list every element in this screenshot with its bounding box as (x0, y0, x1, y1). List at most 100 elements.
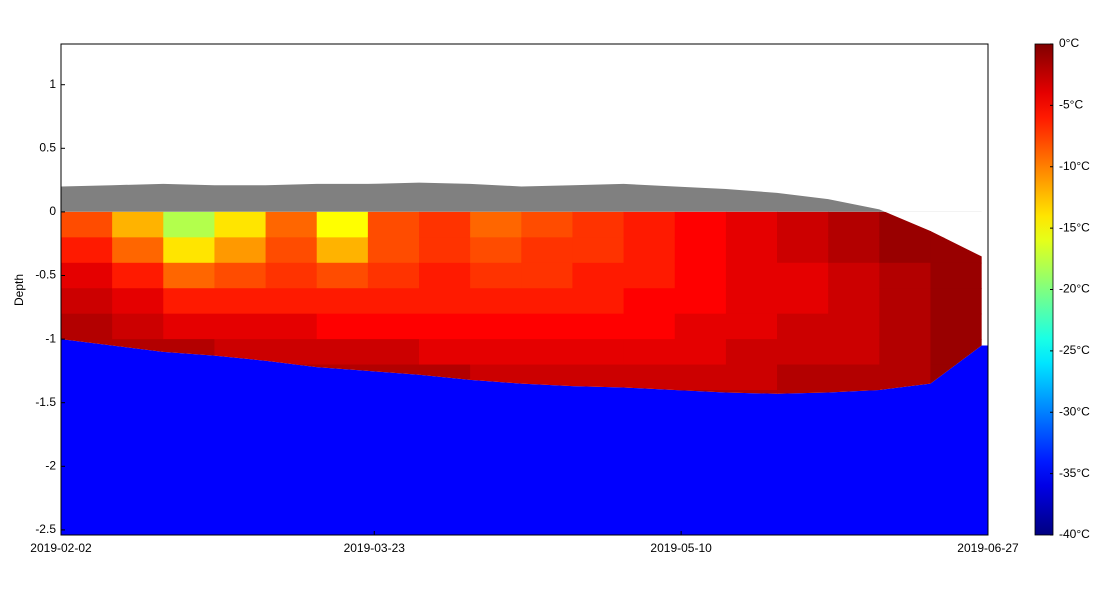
heat-cell (930, 211, 982, 238)
heat-cell (572, 262, 625, 289)
heat-cell (623, 339, 676, 366)
heat-cell (521, 211, 574, 238)
heat-cell (572, 364, 625, 391)
heat-cell (470, 288, 522, 315)
heat-cell (725, 288, 778, 315)
heat-cell (725, 389, 778, 394)
heat-cell (61, 313, 113, 340)
heat-cell (419, 237, 471, 264)
heat-cell (674, 339, 727, 366)
heat-cell (623, 262, 676, 289)
heat-cell (879, 211, 932, 238)
heat-cell (265, 288, 318, 315)
x-tick-label: 2019-02-02 (30, 541, 92, 555)
colorbar-tick-label: -25°C (1059, 343, 1090, 357)
heat-cell (623, 211, 676, 238)
x-tick-label: 2019-06-27 (957, 541, 1019, 555)
heat-cell (367, 288, 420, 315)
heat-cell (214, 313, 267, 340)
heat-cell (572, 313, 625, 340)
colorbar-tick-label: -5°C (1059, 98, 1083, 112)
heat-cell (879, 237, 932, 264)
heat-cell (265, 211, 318, 238)
heat-cell (419, 313, 471, 340)
colorbar-tick-label: -20°C (1059, 282, 1090, 296)
heat-cell (214, 211, 267, 238)
heat-cell (725, 211, 778, 238)
heat-cell (674, 211, 727, 238)
heat-cell (674, 364, 727, 391)
colorbar-tick-label: -30°C (1059, 404, 1090, 418)
heat-cell (828, 313, 880, 340)
y-tick-label: -1.5 (35, 395, 56, 409)
heat-cell (214, 237, 267, 264)
heat-cell (674, 237, 727, 264)
heat-cell (828, 364, 880, 391)
plot-frame (60, 43, 989, 536)
heat-cell (112, 288, 164, 315)
y-tick-label: 0 (49, 204, 56, 218)
colorbar-tick-label: -35°C (1059, 466, 1090, 480)
heat-cell (316, 288, 369, 315)
heat-cell (930, 262, 982, 289)
heat-cell (777, 262, 829, 289)
heat-cell (265, 313, 318, 340)
heat-cell (828, 288, 880, 315)
y-tick-label: -2 (45, 458, 56, 472)
heat-cell (623, 313, 676, 340)
heat-cell (777, 288, 829, 315)
heat-cell (521, 313, 574, 340)
heat-cell (214, 288, 267, 315)
heat-cell (879, 313, 932, 340)
heat-cell (623, 237, 676, 264)
heat-cell (470, 339, 522, 366)
heat-cell (112, 211, 164, 238)
y-axis-label: Depth (12, 274, 26, 306)
y-tick-label: -1 (45, 331, 56, 345)
heat-cell (61, 288, 113, 315)
heat-cell (725, 237, 778, 264)
heat-cell (367, 313, 420, 340)
heat-cell (61, 237, 113, 264)
heat-cell (419, 288, 471, 315)
heat-cell (367, 211, 420, 238)
colorbar-tick-label: -10°C (1059, 159, 1090, 173)
heat-cell (828, 262, 880, 289)
heat-cell (777, 211, 829, 238)
heat-cell (316, 313, 369, 340)
heat-cell (828, 237, 880, 264)
heat-cell (521, 288, 574, 315)
snow-area (61, 182, 886, 212)
colorbar-tick-label: 0°C (1059, 36, 1079, 50)
heat-cell (777, 339, 829, 366)
heat-cell (930, 313, 982, 340)
y-tick-label: -0.5 (35, 268, 56, 282)
heat-cell (725, 313, 778, 340)
colorbar-tick-label: -40°C (1059, 527, 1090, 541)
heat-cell (572, 237, 625, 264)
heat-cell (674, 313, 727, 340)
heat-cell (623, 364, 676, 391)
heat-cell (163, 211, 216, 238)
heat-cell (828, 211, 880, 238)
heat-cell (930, 237, 982, 264)
heat-cell (163, 262, 216, 289)
heat-cell (777, 364, 829, 391)
heat-cell (930, 288, 982, 315)
snow-layer (61, 182, 886, 212)
y-tick-label: -2.5 (35, 522, 56, 536)
y-tick-label: 1 (49, 77, 56, 91)
heat-cell (470, 313, 522, 340)
heat-cell (367, 339, 420, 366)
heat-cell (316, 262, 369, 289)
heat-cell (316, 211, 369, 238)
heat-cell (521, 237, 574, 264)
heat-cell (265, 237, 318, 264)
heat-cell (61, 262, 113, 289)
heat-cell (470, 211, 522, 238)
heat-cell (163, 237, 216, 264)
heat-cell (470, 262, 522, 289)
heat-cell (367, 262, 420, 289)
x-tick-label: 2019-03-23 (344, 541, 406, 555)
